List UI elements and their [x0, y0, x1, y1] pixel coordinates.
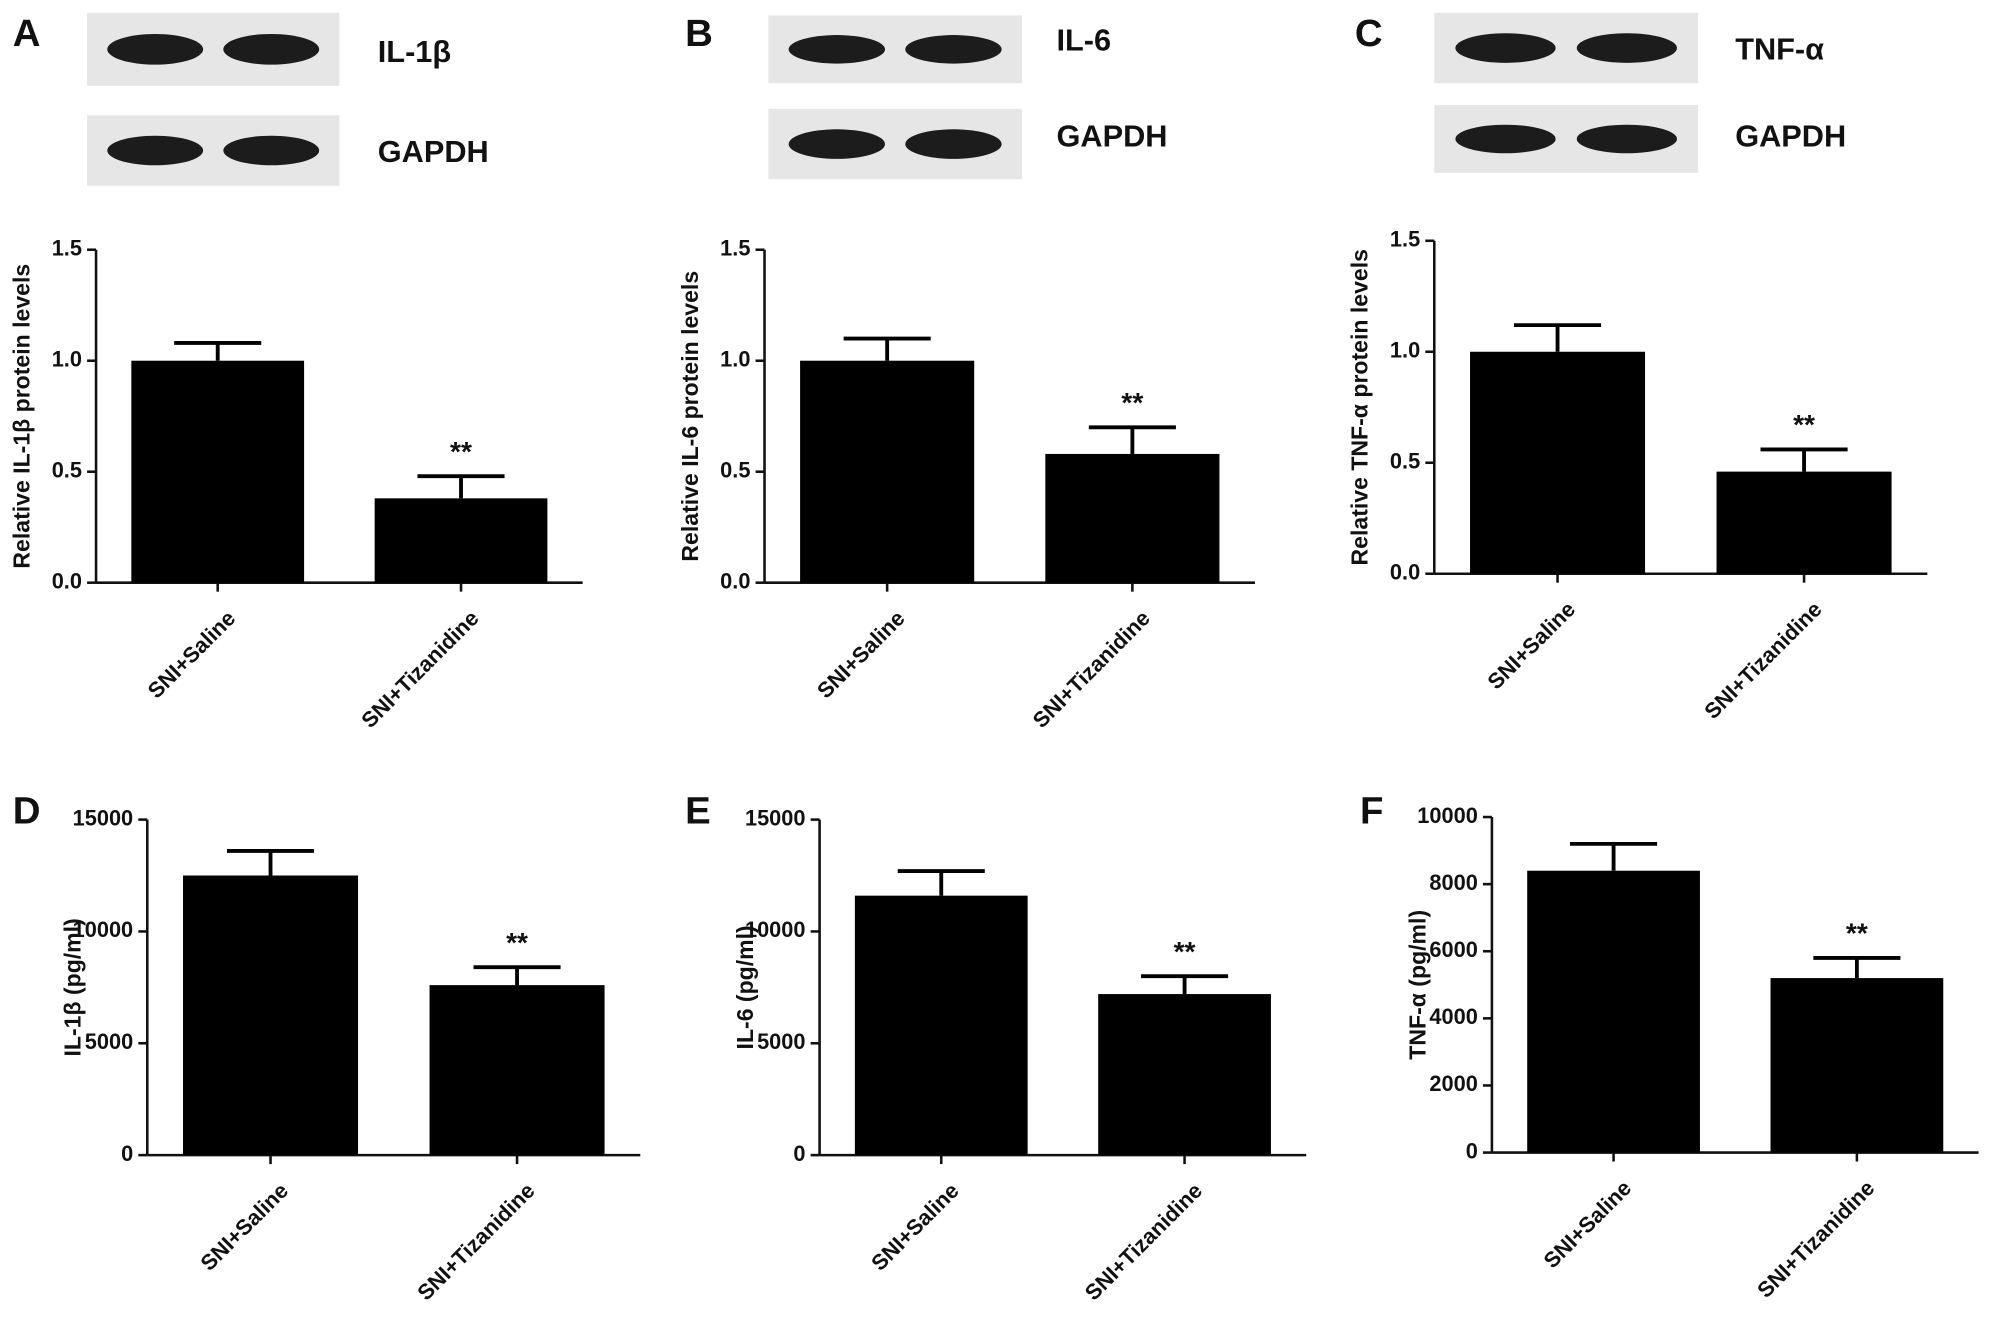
y-tick-label: 0.5: [720, 457, 750, 482]
blot-label: GAPDH: [1057, 118, 1168, 153]
x-tick-label: SNI+Tizanidine: [1080, 1178, 1207, 1305]
y-tick-label: 5000: [85, 1029, 133, 1054]
x-tick-label: SNI+Saline: [812, 605, 910, 703]
x-tick-label: SNI+Saline: [1482, 597, 1580, 695]
bar: [1716, 471, 1892, 574]
x-tick-label: SNI+Saline: [1538, 1175, 1636, 1273]
blot-band: [223, 135, 320, 166]
blot-band: [107, 33, 204, 65]
bar: [1527, 870, 1700, 1153]
blot-band: [788, 35, 886, 64]
y-tick-label: 1.0: [52, 346, 82, 371]
panel-letter: D: [13, 789, 41, 832]
panel-letter: E: [685, 789, 711, 832]
y-tick-label: 0.0: [1390, 559, 1420, 584]
blot-band: [1455, 124, 1556, 154]
blot-band: [905, 35, 1002, 64]
y-tick-label: 15000: [745, 805, 806, 830]
y-axis-label: IL-6 (pg/ml): [732, 925, 758, 1049]
bar: [1045, 453, 1220, 583]
y-tick-label: 0.0: [52, 568, 82, 593]
y-tick-label: 1.5: [1390, 227, 1420, 252]
blot-band: [788, 129, 886, 159]
blot-band: [1455, 33, 1556, 63]
y-tick-label: 0: [121, 1141, 133, 1166]
y-tick-label: 0.5: [1390, 448, 1420, 473]
y-axis-label: Relative IL-1β protein levels: [8, 264, 34, 569]
y-tick-label: 1.5: [52, 235, 82, 260]
x-tick-label: SNI+Saline: [195, 1178, 293, 1276]
bar: [429, 985, 605, 1156]
x-tick-label: SNI+Saline: [143, 605, 241, 703]
bar: [1770, 978, 1944, 1153]
y-tick-label: 10000: [1417, 803, 1478, 828]
y-tick-label: 10000: [745, 917, 806, 942]
bar: [1098, 994, 1271, 1156]
significance: **: [1846, 917, 1868, 949]
y-axis-label: Relative TNF-α protein levels: [1347, 249, 1373, 565]
blot-label: IL-6: [1057, 22, 1112, 57]
panel-letter: A: [13, 12, 41, 55]
y-tick-label: 15000: [73, 805, 134, 830]
y-tick-label: 5000: [757, 1029, 805, 1054]
y-tick-label: 0: [793, 1141, 805, 1166]
significance: **: [1121, 386, 1143, 418]
y-axis-label: IL-1β (pg/ml): [60, 918, 86, 1056]
x-tick-label: SNI+Tizanidine: [1699, 597, 1826, 724]
x-tick-label: SNI+Tizanidine: [412, 1178, 539, 1305]
blot-band: [223, 33, 320, 65]
y-tick-label: 0: [1466, 1138, 1478, 1163]
blot-label: GAPDH: [378, 134, 489, 169]
blot-band: [107, 135, 204, 166]
y-tick-label: 1.5: [720, 235, 750, 260]
y-tick-label: 4000: [1429, 1004, 1477, 1029]
y-tick-label: 6000: [1429, 937, 1477, 962]
significance: **: [1174, 935, 1196, 967]
x-tick-label: SNI+Saline: [866, 1178, 964, 1276]
blot-band: [1576, 124, 1677, 154]
panel-letter: C: [1355, 12, 1383, 55]
y-axis-label: TNF-α (pg/ml): [1404, 910, 1430, 1060]
bar: [800, 360, 975, 583]
x-tick-label: SNI+Tizanidine: [1752, 1175, 1879, 1302]
bar: [183, 875, 359, 1156]
panel-letter: F: [1360, 789, 1383, 832]
significance: **: [450, 435, 472, 467]
blot-band: [1576, 33, 1677, 63]
panel-letter: B: [685, 12, 713, 55]
y-axis-label: Relative IL-6 protein levels: [677, 271, 703, 562]
x-tick-label: SNI+Tizanidine: [1028, 605, 1155, 732]
blot-label: GAPDH: [1735, 118, 1846, 153]
blot-label: TNF-α: [1735, 31, 1824, 66]
significance: **: [506, 926, 528, 958]
y-tick-label: 8000: [1429, 870, 1477, 895]
bar: [854, 895, 1028, 1156]
y-tick-label: 1.0: [720, 346, 750, 371]
y-tick-label: 10000: [73, 917, 134, 942]
y-tick-label: 2000: [1429, 1071, 1477, 1096]
bar: [1470, 351, 1646, 574]
bar: [374, 498, 548, 583]
y-tick-label: 0.5: [52, 457, 82, 482]
blot-label: IL-1β: [378, 34, 451, 69]
bar: [131, 360, 305, 583]
x-tick-label: SNI+Tizanidine: [356, 605, 483, 732]
y-tick-label: 1.0: [1390, 338, 1420, 363]
blot-band: [905, 129, 1002, 159]
significance: **: [1793, 408, 1815, 440]
y-tick-label: 0.0: [720, 568, 750, 593]
